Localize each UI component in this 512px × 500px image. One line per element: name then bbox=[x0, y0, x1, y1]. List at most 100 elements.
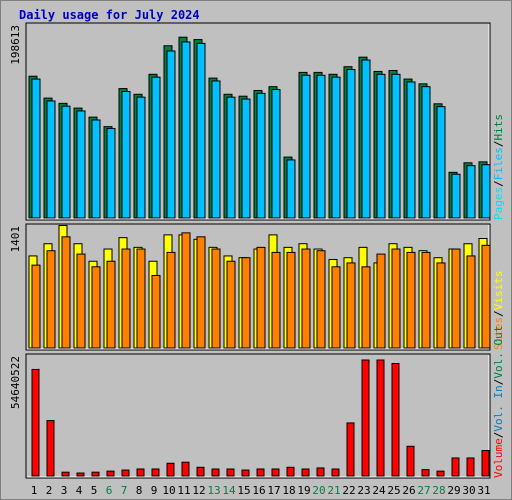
bar-files-day-12 bbox=[196, 42, 206, 219]
bar-files-day-31 bbox=[481, 164, 491, 219]
bar-files-day-29 bbox=[451, 173, 461, 219]
day-label-12: 12 bbox=[192, 484, 205, 497]
legend-separator: / bbox=[492, 379, 505, 386]
day-label-14: 14 bbox=[222, 484, 236, 497]
bar-files-day-11 bbox=[181, 41, 191, 219]
bar-files-day-21 bbox=[331, 76, 341, 219]
bar-sites-day-2 bbox=[46, 250, 56, 349]
day-label-9: 9 bbox=[151, 484, 158, 497]
bar-sites-day-19 bbox=[301, 248, 311, 349]
day-label-17: 17 bbox=[267, 484, 280, 497]
bar-files-day-19 bbox=[301, 74, 311, 219]
bar-volume-day-3 bbox=[61, 471, 70, 477]
legend-item: Vol. In bbox=[492, 385, 505, 431]
bar-sites-day-13 bbox=[211, 248, 221, 349]
day-label-4: 4 bbox=[76, 484, 83, 497]
bar-files-day-9 bbox=[151, 76, 161, 219]
day-label-22: 22 bbox=[342, 484, 355, 497]
bar-files-day-2 bbox=[46, 100, 56, 219]
bar-volume-day-28 bbox=[436, 470, 445, 477]
bar-volume-day-18 bbox=[286, 466, 295, 477]
bar-volume-day-27 bbox=[421, 469, 430, 477]
bar-volume-day-12 bbox=[196, 466, 205, 477]
bar-files-day-20 bbox=[316, 74, 326, 219]
day-label-13: 13 bbox=[207, 484, 220, 497]
bar-volume-day-6 bbox=[106, 470, 115, 477]
y-max-label: 198613 bbox=[9, 25, 22, 65]
legend-top: Pages/Files/Hits bbox=[492, 114, 505, 220]
bar-volume-day-19 bbox=[301, 468, 310, 477]
bar-files-day-22 bbox=[346, 69, 356, 219]
bar-files-day-3 bbox=[61, 105, 71, 219]
bar-volume-day-26 bbox=[406, 445, 415, 477]
day-label-7: 7 bbox=[121, 484, 128, 497]
bar-sites-day-1 bbox=[31, 264, 41, 349]
day-label-28: 28 bbox=[432, 484, 445, 497]
day-label-8: 8 bbox=[136, 484, 143, 497]
bar-volume-day-13 bbox=[211, 468, 220, 477]
day-label-3: 3 bbox=[61, 484, 68, 497]
day-label-23: 23 bbox=[357, 484, 370, 497]
day-label-27: 27 bbox=[417, 484, 430, 497]
bar-files-day-14 bbox=[226, 96, 236, 219]
day-label-21: 21 bbox=[327, 484, 340, 497]
day-label-31: 31 bbox=[477, 484, 490, 497]
legend-item: Volume bbox=[492, 438, 505, 478]
bar-files-day-5 bbox=[91, 119, 101, 219]
chart-title: Daily usage for July 2024 bbox=[19, 8, 200, 22]
bar-volume-day-1 bbox=[31, 368, 40, 477]
bar-files-day-28 bbox=[436, 106, 446, 219]
day-label-5: 5 bbox=[91, 484, 98, 497]
bar-sites-day-7 bbox=[121, 248, 131, 349]
bar-sites-day-30 bbox=[466, 255, 476, 349]
bar-files-day-17 bbox=[271, 89, 281, 219]
bar-files-day-16 bbox=[256, 92, 266, 219]
bar-files-day-23 bbox=[361, 59, 371, 219]
bar-volume-day-21 bbox=[331, 468, 340, 477]
bar-sites-day-9 bbox=[151, 274, 161, 349]
bar-files-day-1 bbox=[31, 78, 41, 219]
legend-separator: / bbox=[492, 180, 505, 187]
day-label-11: 11 bbox=[177, 484, 190, 497]
bar-sites-day-27 bbox=[421, 251, 431, 349]
bar-files-day-7 bbox=[121, 90, 131, 219]
bar-files-day-10 bbox=[166, 50, 176, 219]
bar-volume-day-4 bbox=[76, 472, 85, 477]
bar-volume-day-5 bbox=[91, 471, 100, 477]
bar-volume-day-22 bbox=[346, 422, 355, 477]
bar-volume-day-16 bbox=[256, 468, 265, 477]
legend-item: Vol. Out bbox=[492, 326, 505, 379]
legend-item: Sites bbox=[492, 317, 505, 350]
bar-files-day-4 bbox=[76, 110, 86, 219]
bar-volume-day-8 bbox=[136, 468, 145, 477]
bar-volume-day-7 bbox=[121, 469, 130, 477]
bar-sites-day-22 bbox=[346, 262, 356, 349]
bar-files-day-24 bbox=[376, 73, 386, 219]
bar-volume-day-25 bbox=[391, 362, 400, 477]
bar-volume-day-24 bbox=[376, 359, 385, 477]
day-label-10: 10 bbox=[162, 484, 175, 497]
bar-volume-day-9 bbox=[151, 468, 160, 477]
bar-volume-day-20 bbox=[316, 467, 325, 477]
panel-border bbox=[25, 22, 491, 221]
bar-sites-day-4 bbox=[76, 253, 86, 349]
bar-files-day-18 bbox=[286, 159, 296, 219]
bar-sites-day-16 bbox=[256, 246, 266, 349]
bar-sites-day-12 bbox=[196, 236, 206, 349]
day-label-6: 6 bbox=[106, 484, 113, 497]
bar-sites-day-28 bbox=[436, 262, 446, 349]
bar-files-day-30 bbox=[466, 165, 476, 219]
bar-files-day-27 bbox=[421, 86, 431, 219]
y-max-label: 54640522 bbox=[9, 356, 22, 409]
legend-separator: / bbox=[492, 432, 505, 439]
bar-sites-day-18 bbox=[286, 251, 296, 349]
day-label-1: 1 bbox=[31, 484, 38, 497]
bar-volume-day-17 bbox=[271, 468, 280, 477]
bar-sites-day-5 bbox=[91, 266, 101, 349]
bar-volume-day-14 bbox=[226, 468, 235, 477]
bar-sites-day-24 bbox=[376, 253, 386, 349]
legend-item: Pages bbox=[492, 187, 505, 220]
bar-sites-day-25 bbox=[391, 248, 401, 349]
